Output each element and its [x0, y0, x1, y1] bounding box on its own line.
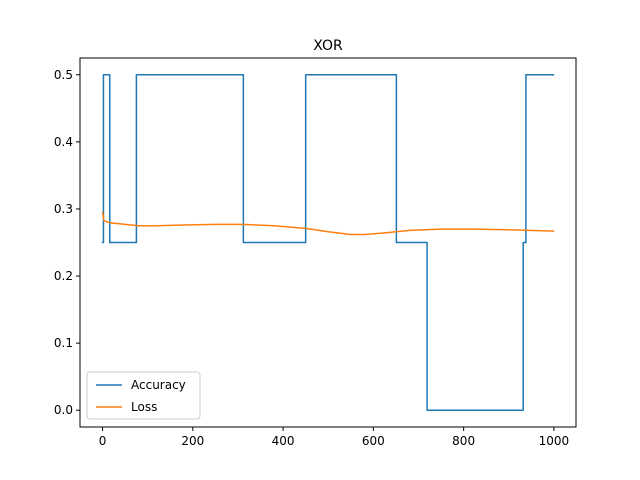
- legend-label-accuracy: Accuracy: [131, 378, 186, 392]
- x-tick-label: 200: [181, 434, 204, 448]
- y-tick-label: 0.1: [54, 336, 73, 350]
- ticks-layer: 0 200 400 600 800 1000 0.0 0.1 0.2 0.3 0.4 0.5: [54, 68, 569, 448]
- y-tick-label: 0.0: [54, 403, 73, 417]
- x-tick-label: 600: [362, 434, 385, 448]
- series-line-accuracy: [101, 74, 555, 411]
- y-tick-label: 0.2: [54, 269, 73, 283]
- legend: Accuracy Loss: [86, 371, 201, 420]
- series-line-loss: [101, 211, 555, 236]
- x-tick-label: 0: [99, 434, 107, 448]
- y-tick-label: 0.3: [54, 202, 73, 216]
- y-tick-label: 0.5: [54, 68, 73, 82]
- y-tick-label: 0.4: [54, 135, 73, 149]
- series-layer: [101, 74, 555, 411]
- x-tick-label: 1000: [539, 434, 570, 448]
- x-tick-label: 800: [452, 434, 475, 448]
- axes-frame: [79, 57, 577, 428]
- chart-title: XOR: [313, 38, 343, 54]
- x-tick-label: 400: [272, 434, 295, 448]
- legend-label-loss: Loss: [131, 400, 157, 414]
